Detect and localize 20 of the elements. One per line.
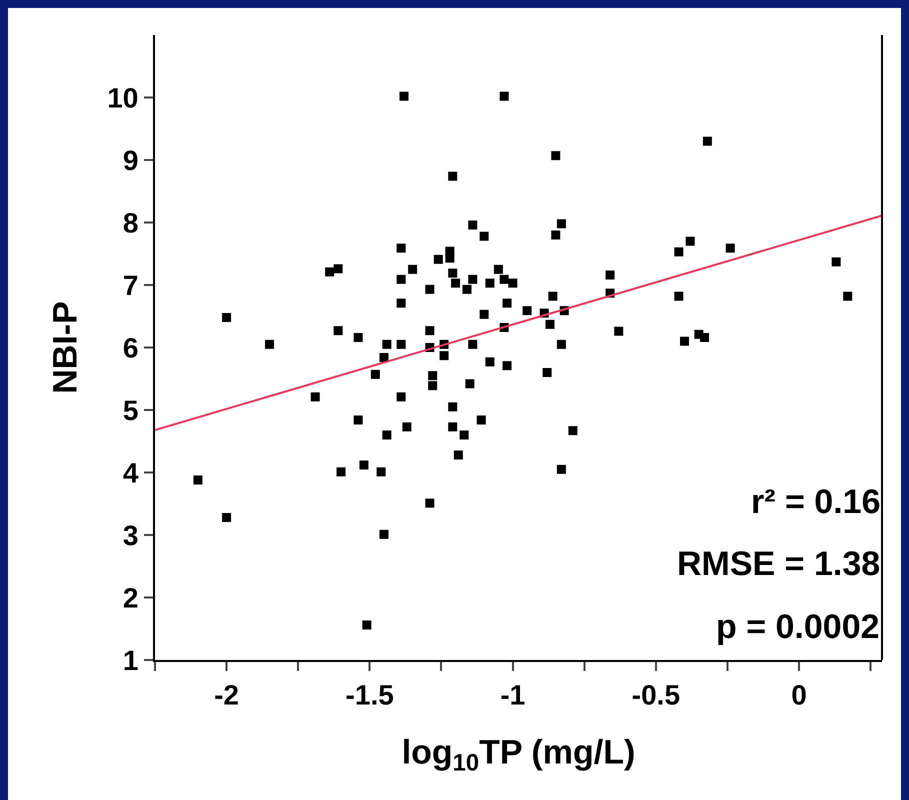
x-tick-label: -2: [214, 680, 240, 711]
y-axis-title: NBI-P: [46, 301, 84, 394]
y-tick-label: 9: [122, 144, 138, 176]
x-axis-title: log$_{10}$TP (mg/L): [402, 733, 636, 777]
x-tick-label: -1: [500, 680, 526, 711]
y-tick-label: 8: [122, 207, 138, 238]
x-tick-label: -0.5: [632, 680, 680, 711]
x-tick-label: -1.5: [346, 680, 394, 711]
y-tick-label: 4: [122, 457, 139, 488]
y-tick-label: 3: [122, 520, 138, 551]
x-tick-label: 0: [791, 680, 807, 711]
annotation: RMSE = 1.38: [677, 545, 880, 583]
y-tick-label: 6: [122, 332, 138, 364]
y-tick-label: 7: [122, 270, 138, 301]
y-tick-label: 2: [122, 582, 138, 614]
y-tick-label: 1: [122, 644, 138, 676]
y-tick-label: 5: [122, 394, 138, 426]
annotation: p = 0.0002: [716, 608, 880, 646]
annotation: r² = 0.16: [751, 483, 880, 521]
y-tick-label: 10: [107, 82, 138, 114]
